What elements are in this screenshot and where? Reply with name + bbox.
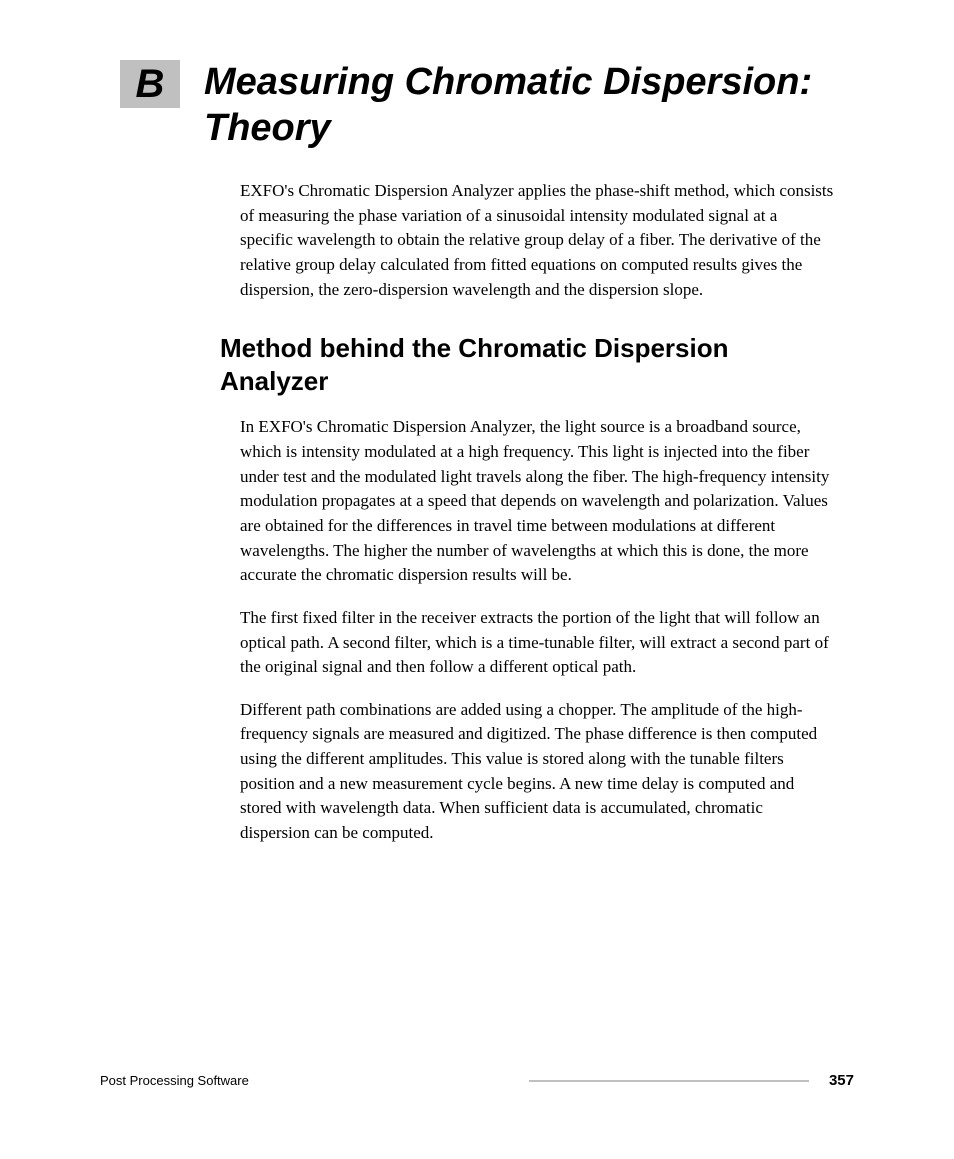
main-title: Measuring Chromatic Dispersion: Theory <box>204 60 854 151</box>
section-heading: Method behind the Chromatic Dispersion A… <box>220 332 834 397</box>
body-paragraph: Different path combinations are added us… <box>240 698 834 846</box>
appendix-letter-badge: B <box>120 60 180 108</box>
intro-paragraph: EXFO's Chromatic Dispersion Analyzer app… <box>240 179 834 302</box>
footer-page-number: 357 <box>829 1072 854 1089</box>
header-row: B Measuring Chromatic Dispersion: Theory <box>100 60 854 151</box>
body-paragraph: The first fixed filter in the receiver e… <box>240 606 834 680</box>
body-paragraph: In EXFO's Chromatic Dispersion Analyzer,… <box>240 415 834 587</box>
footer-divider-line <box>529 1080 809 1082</box>
footer-left-text: Post Processing Software <box>100 1073 249 1088</box>
page-footer: Post Processing Software 357 <box>100 1072 854 1089</box>
